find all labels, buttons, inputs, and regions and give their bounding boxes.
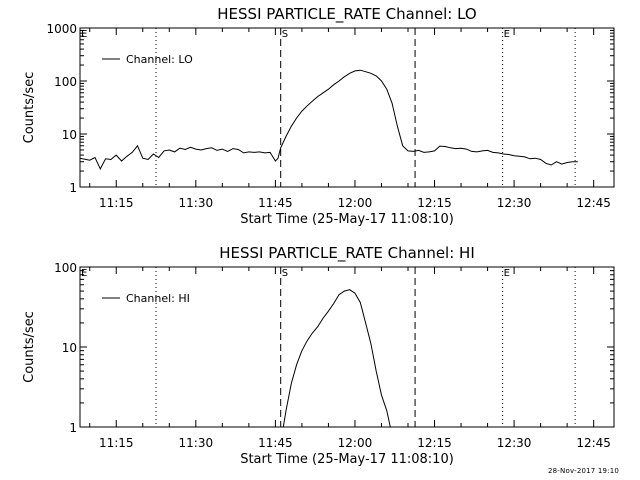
panel-1-legend-label: Channel: LO xyxy=(126,53,193,66)
panel-1-x-tick-label: 12:00 xyxy=(338,196,373,210)
panel-2-y-tick-label: 100 xyxy=(54,261,77,275)
panel-2-x-axis-label: Start Time (25-May-17 11:08:10) xyxy=(240,452,454,467)
panel-1-x-tick-label: 11:15 xyxy=(99,196,134,210)
panel-2-x-tick-label: 12:30 xyxy=(497,436,532,450)
panel-2-x-tick-label: 12:00 xyxy=(338,436,373,450)
panel-1-plot-frame xyxy=(79,27,615,188)
panel-1-marker-label: E xyxy=(81,29,87,40)
panel-1-y-axis-label: Counts/sec xyxy=(22,72,37,144)
panel-2-y-tick-label: 1 xyxy=(69,421,77,435)
panel-1-series-line xyxy=(79,69,578,171)
panel-1-y-tick-label: 1000 xyxy=(46,22,77,36)
panel-2-x-tick-label: 11:15 xyxy=(99,436,134,450)
panel-1-x-tick-label: 11:30 xyxy=(179,196,214,210)
panel-1-x-tick-label: 11:45 xyxy=(258,196,293,210)
panel-1-marker-label: E xyxy=(504,29,510,40)
panel-2-x-tick-label: 12:15 xyxy=(417,436,452,450)
panel-2-marker-label: E xyxy=(81,268,87,279)
panel-1-x-tick-label: 12:15 xyxy=(417,196,452,210)
panel-2-x-tick-label: 11:30 xyxy=(179,436,214,450)
panel-2-plot-frame xyxy=(79,266,615,428)
panel-1-x-tick-label: 12:45 xyxy=(576,196,611,210)
panel-2-marker-label: S xyxy=(282,268,288,279)
panel-2-x-tick-label: 11:45 xyxy=(258,436,293,450)
panel-2-chart-title: HESSI PARTICLE_RATE Channel: HI xyxy=(219,244,475,263)
panel-1-marker-label: S xyxy=(282,29,288,40)
panel-2-y-axis-label: Counts/sec xyxy=(22,311,37,383)
panel-1-x-axis-label: Start Time (25-May-17 11:08:10) xyxy=(240,212,454,227)
panel-2-y-tick-label: 10 xyxy=(62,341,77,355)
panel-2-legend-label: Channel: HI xyxy=(126,292,190,305)
panel-1-y-tick-label: 10 xyxy=(62,128,77,142)
panel-2-x-tick-label: 12:45 xyxy=(576,436,611,450)
plot-timestamp: 28-Nov-2017 19:10 xyxy=(548,467,620,475)
panel-2-marker-label: E xyxy=(504,268,510,279)
panel-1-y-tick-label: 100 xyxy=(54,75,77,89)
panel-1-chart-title: HESSI PARTICLE_RATE Channel: LO xyxy=(217,5,476,24)
panel-1-x-tick-label: 12:30 xyxy=(497,196,532,210)
panel-2-series-line xyxy=(282,289,391,428)
panel-1-y-tick-label: 1 xyxy=(69,181,77,195)
